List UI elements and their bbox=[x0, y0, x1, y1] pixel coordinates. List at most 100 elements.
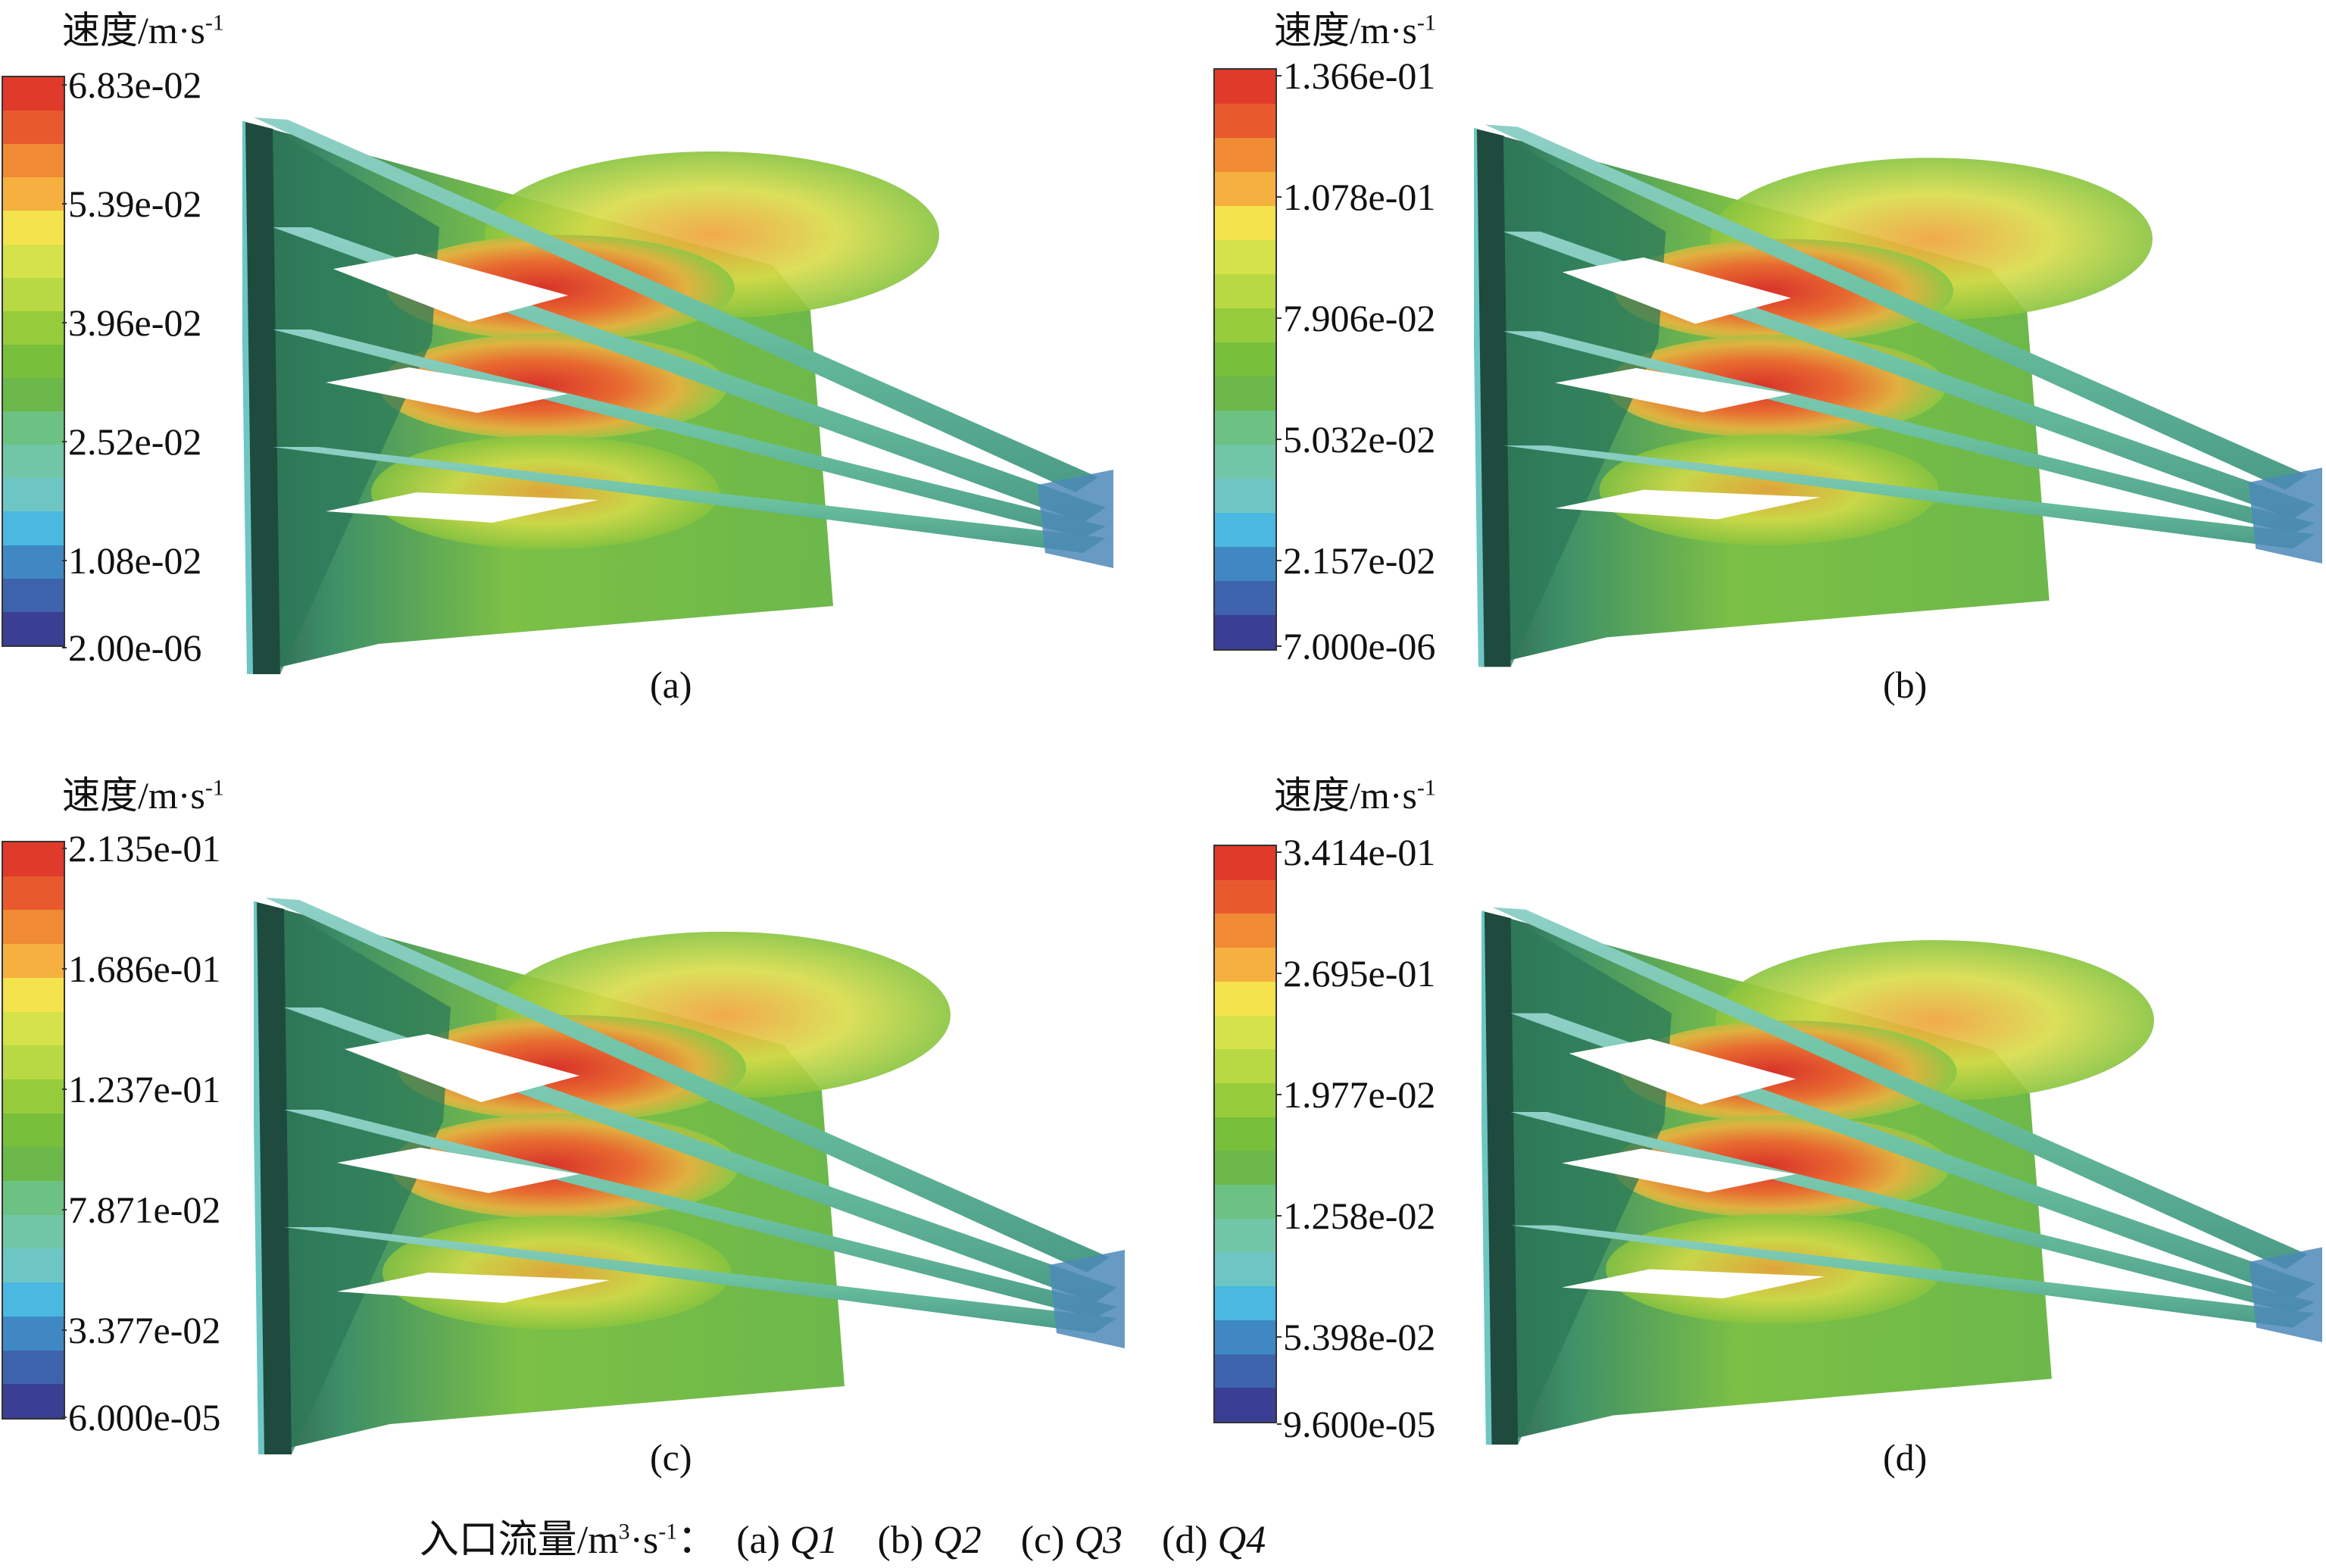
colorbar-segment bbox=[3, 144, 64, 178]
colorbar-segment bbox=[3, 377, 64, 412]
colorbar-unit-label: 速度/m·s-1 bbox=[1274, 774, 1436, 817]
colorbar-segment bbox=[1215, 513, 1275, 547]
colorbar-segment bbox=[3, 1282, 64, 1317]
colorbar-segment bbox=[1215, 206, 1275, 240]
velocity-contour-model bbox=[254, 894, 1125, 1454]
colorbar-segment bbox=[1215, 581, 1275, 615]
colorbar-segment bbox=[1215, 1082, 1275, 1117]
colorbar-segment bbox=[3, 1214, 64, 1249]
colorbar-unit-label: 速度/m·s-1 bbox=[62, 774, 224, 817]
colorbar-segment bbox=[1215, 981, 1275, 1016]
colorbar-segment bbox=[1215, 615, 1275, 649]
colorbar-tick-label: 1.258e-02 bbox=[1276, 1195, 1436, 1237]
colorbar-segment bbox=[3, 1079, 64, 1114]
colorbar-tick-label: 2.52e-02 bbox=[61, 420, 202, 463]
colorbar-segment bbox=[1215, 138, 1275, 172]
colorbar bbox=[1213, 68, 1277, 651]
panel-d: 速度/m·s-1 3.414e-01 2.695e-01 1.977e-02 1… bbox=[1163, 765, 2326, 1530]
colorbar-tick-label: 7.906e-02 bbox=[1276, 297, 1436, 339]
colorbar-segment bbox=[1215, 1354, 1275, 1388]
colorbar-segment bbox=[3, 1181, 64, 1215]
caption-item: (a) Q1 bbox=[736, 1519, 838, 1562]
colorbar-tick-label: 2.157e-02 bbox=[1276, 539, 1436, 582]
colorbar-segment bbox=[3, 1045, 64, 1079]
colorbar-segment bbox=[1215, 879, 1275, 914]
colorbar bbox=[2, 76, 65, 647]
figure-caption: 入口流量/m3·s-1： (a) Q1 (b) Q2 (c) Q3 (d) Q4 bbox=[419, 1519, 1266, 1562]
colorbar-segment bbox=[3, 244, 64, 278]
colorbar-segment bbox=[3, 311, 64, 345]
colorbar-segment bbox=[3, 445, 64, 479]
colorbar-segment bbox=[3, 1316, 64, 1351]
colorbar-segment bbox=[1215, 274, 1275, 308]
colorbar-segment bbox=[1215, 1218, 1275, 1253]
colorbar-segment bbox=[1215, 445, 1275, 479]
colorbar-tick-label: 1.237e-01 bbox=[61, 1068, 221, 1110]
colorbar-tick-label: 5.39e-02 bbox=[61, 183, 202, 225]
colorbar-segment bbox=[3, 478, 64, 512]
colorbar-segment bbox=[1215, 479, 1275, 513]
colorbar-segment bbox=[1215, 914, 1275, 948]
colorbar-unit-label: 速度/m·s-1 bbox=[62, 9, 224, 52]
velocity-contour-model bbox=[242, 114, 1113, 674]
colorbar-segment bbox=[1215, 1388, 1275, 1422]
colorbar-tick-label: 6.000e-05 bbox=[61, 1396, 221, 1438]
colorbar-segment bbox=[1215, 411, 1275, 445]
colorbar-segment bbox=[1215, 547, 1275, 581]
colorbar-segment bbox=[1215, 1185, 1275, 1219]
colorbar-segment bbox=[3, 545, 64, 579]
colorbar-segment bbox=[1215, 1015, 1275, 1050]
colorbar-segment bbox=[3, 977, 64, 1012]
colorbar-segment bbox=[1215, 342, 1275, 376]
colorbar-tick-label: 2.00e-06 bbox=[61, 626, 202, 669]
colorbar-tick-label: 5.032e-02 bbox=[1276, 418, 1436, 461]
caption-item: (b) Q2 bbox=[877, 1519, 982, 1562]
colorbar-tick-label: 9.600e-05 bbox=[1276, 1403, 1436, 1445]
velocity-contour-model bbox=[1474, 114, 2322, 674]
colorbar-segment bbox=[1215, 1049, 1275, 1083]
colorbar-segment bbox=[1215, 70, 1275, 104]
colorbar-segment bbox=[3, 842, 64, 876]
colorbar bbox=[2, 841, 65, 1420]
panel-label: (a) bbox=[650, 664, 692, 706]
velocity-contour-model bbox=[1481, 894, 2322, 1454]
panel-c: 速度/m·s-1 2.135e-01 1.686e-01 1.237e-01 7… bbox=[0, 765, 1163, 1530]
colorbar-segment bbox=[3, 1147, 64, 1182]
colorbar-segment bbox=[3, 944, 64, 978]
colorbar-segment bbox=[3, 910, 64, 945]
panel-label: (b) bbox=[1883, 664, 1928, 706]
colorbar-segment bbox=[1215, 172, 1275, 206]
colorbar-segment bbox=[3, 77, 64, 111]
colorbar-segment bbox=[3, 1384, 64, 1418]
colorbar-segment bbox=[1215, 846, 1275, 880]
panel-a: 速度/m·s-1 6.83e-02 5.39e-02 3.96e-02 2.52… bbox=[0, 0, 1163, 765]
colorbar-tick-label: 1.686e-01 bbox=[61, 948, 221, 990]
colorbar-segment bbox=[3, 111, 64, 145]
colorbar-segment bbox=[3, 511, 64, 545]
colorbar-tick-label: 3.377e-02 bbox=[61, 1309, 221, 1351]
caption-item: (c) Q3 bbox=[1020, 1519, 1123, 1562]
colorbar-segment bbox=[3, 1011, 64, 1046]
colorbar-segment bbox=[1215, 1286, 1275, 1320]
colorbar-tick-label: 1.977e-02 bbox=[1276, 1073, 1436, 1116]
colorbar-segment bbox=[1215, 104, 1275, 138]
colorbar-segment bbox=[3, 1113, 64, 1148]
colorbar-segment bbox=[3, 876, 64, 911]
colorbar-segment bbox=[3, 411, 64, 445]
colorbar-tick-label: 5.398e-02 bbox=[1276, 1316, 1436, 1358]
colorbar-segment bbox=[3, 344, 64, 378]
colorbar-tick-label: 2.135e-01 bbox=[61, 827, 221, 870]
colorbar-tick-label: 3.96e-02 bbox=[61, 301, 202, 344]
panel-b: 速度/m·s-1 1.366e-01 1.078e-01 7.906e-02 5… bbox=[1163, 0, 2326, 765]
colorbar-unit-label: 速度/m·s-1 bbox=[1274, 9, 1436, 52]
colorbar-tick-label: 7.871e-02 bbox=[61, 1188, 221, 1231]
colorbar-segment bbox=[1215, 948, 1275, 982]
colorbar-segment bbox=[3, 1248, 64, 1283]
colorbar-segment bbox=[1215, 240, 1275, 274]
colorbar-tick-label: 6.83e-02 bbox=[61, 64, 202, 106]
panel-label: (c) bbox=[650, 1436, 692, 1479]
colorbar-segment bbox=[1215, 376, 1275, 411]
caption-item: (d) Q4 bbox=[1162, 1519, 1266, 1562]
colorbar-segment bbox=[1215, 1320, 1275, 1354]
colorbar-segment bbox=[3, 277, 64, 311]
